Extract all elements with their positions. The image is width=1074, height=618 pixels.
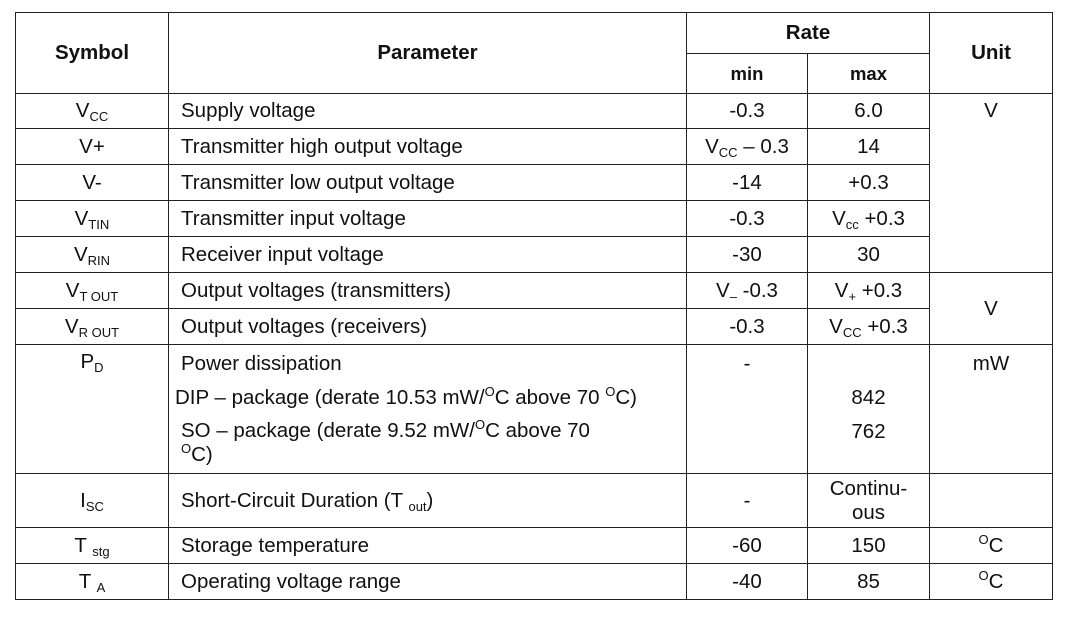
symbol-cell: VRIN xyxy=(15,236,169,273)
min-cell: - xyxy=(686,473,808,528)
table-row: V- Transmitter low output voltage -14 +0… xyxy=(15,164,1053,201)
unit-cell: OC xyxy=(929,563,1053,600)
max-cell: 30 xyxy=(807,236,930,273)
so-package-line: SO – package (derate 9.52 mW/OC above 70… xyxy=(181,417,590,466)
max-cell: 150 xyxy=(807,527,930,564)
table-row: PD Power dissipation DIP – package (dera… xyxy=(15,344,1053,474)
min-cell: -0.3 xyxy=(686,200,808,237)
max-cell: 85 xyxy=(807,563,930,600)
symbol-cell: T A xyxy=(15,563,169,600)
symbol-cell: VT OUT xyxy=(15,272,169,309)
parameter-cell: Transmitter low output voltage xyxy=(168,164,687,201)
header-parameter: Parameter xyxy=(168,12,687,94)
parameter-cell: Transmitter high output voltage xyxy=(168,128,687,165)
power-dissipation-label: Power dissipation xyxy=(181,352,342,375)
parameter-cell: Output voltages (transmitters) xyxy=(168,272,687,309)
min-cell: -60 xyxy=(686,527,808,564)
table-row: VR OUT Output voltages (receivers) -0.3 … xyxy=(15,308,1053,345)
symbol-cell: V- xyxy=(15,164,169,201)
table-row: V+ Transmitter high output voltage VCC –… xyxy=(15,128,1053,165)
parameter-cell: Short-Circuit Duration (T out) xyxy=(168,473,687,528)
symbol-cell: PD xyxy=(15,344,169,474)
min-cell: -40 xyxy=(686,563,808,600)
min-cell: - xyxy=(686,344,808,474)
table-row: ISC Short-Circuit Duration (T out) - Con… xyxy=(15,473,1053,528)
subheader-row: min max xyxy=(16,53,1053,94)
table-row: T stg Storage temperature -60 150 OC xyxy=(15,527,1053,564)
symbol-cell: VR OUT xyxy=(15,308,169,345)
dip-package-line: DIP – package (derate 10.53 mW/OC above … xyxy=(175,384,638,409)
header-symbol: Symbol xyxy=(15,12,169,94)
max-cell: Vcc +0.3 xyxy=(807,200,930,237)
symbol-cell: VTIN xyxy=(15,200,169,237)
header-row: Symbol Parameter Rate Unit xyxy=(15,12,1053,94)
parameter-cell: Receiver input voltage xyxy=(168,236,687,273)
unit-cell: OC xyxy=(929,527,1053,564)
max-cell: 6.0 xyxy=(807,93,930,129)
parameter-cell: Power dissipation DIP – package (derate … xyxy=(168,344,687,474)
header-unit: Unit xyxy=(929,12,1053,94)
min-cell: VCC – 0.3 xyxy=(686,128,808,165)
table-row: T A Operating voltage range -40 85 OC xyxy=(15,563,1053,600)
table-row: VTIN Transmitter input voltage -0.3 Vcc … xyxy=(15,200,1053,237)
unit-cell xyxy=(929,473,1053,528)
symbol-cell: V+ xyxy=(15,128,169,165)
unit-cell: V xyxy=(929,272,1053,345)
min-cell: -0.3 xyxy=(686,308,808,345)
dip-max-value: 842 xyxy=(851,386,886,409)
unit-cell: mW xyxy=(929,344,1053,474)
unit-cell: V xyxy=(929,93,1053,273)
ratings-table: Symbol Parameter Rate Unit min max VCC S… xyxy=(15,12,1053,600)
min-cell: -14 xyxy=(686,164,808,201)
max-cell: 842 762 xyxy=(807,344,930,474)
max-cell: VCC +0.3 xyxy=(807,308,930,345)
min-cell: -30 xyxy=(686,236,808,273)
min-cell: -0.3 xyxy=(686,93,808,129)
symbol-cell: ISC xyxy=(15,473,169,528)
parameter-cell: Output voltages (receivers) xyxy=(168,308,687,345)
parameter-cell: Supply voltage xyxy=(168,93,687,129)
max-cell: Continu-ous xyxy=(807,473,930,528)
parameter-cell: Transmitter input voltage xyxy=(168,200,687,237)
max-cell: 14 xyxy=(807,128,930,165)
symbol-cell: T stg xyxy=(15,527,169,564)
symbol-cell: VCC xyxy=(15,93,169,129)
header-min: min xyxy=(686,53,808,94)
max-cell: V+ +0.3 xyxy=(807,272,930,309)
header-max: max xyxy=(807,53,930,94)
so-max-value: 762 xyxy=(851,420,886,443)
table-row: VRIN Receiver input voltage -30 30 xyxy=(15,236,1053,273)
header-rate: Rate xyxy=(686,12,930,54)
max-cell: +0.3 xyxy=(807,164,930,201)
min-cell: V– -0.3 xyxy=(686,272,808,309)
parameter-cell: Storage temperature xyxy=(168,527,687,564)
table-row: VCC Supply voltage -0.3 6.0 V xyxy=(15,93,1053,273)
parameter-cell: Operating voltage range xyxy=(168,563,687,600)
table-row: VT OUT Output voltages (transmitters) V–… xyxy=(15,272,1053,345)
